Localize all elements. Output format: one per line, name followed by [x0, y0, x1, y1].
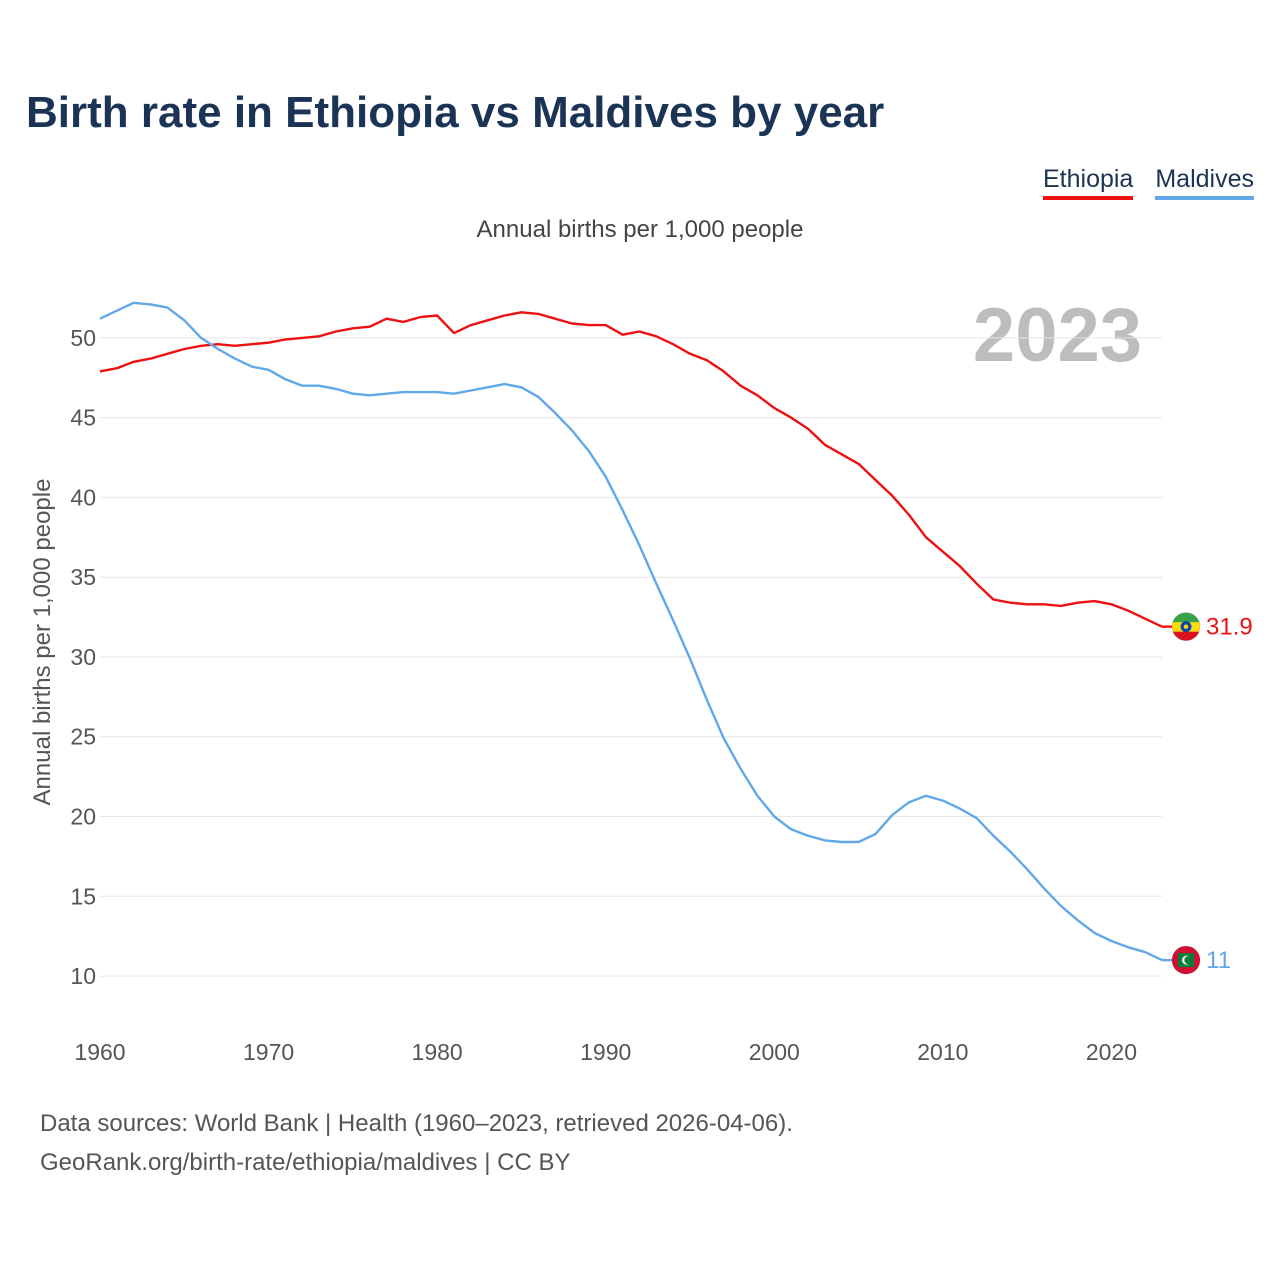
- x-tick-label: 1970: [243, 1039, 294, 1065]
- y-tick-label: 45: [70, 405, 96, 431]
- series-line-maldives[interactable]: [99, 301, 1163, 962]
- x-tick-label: 2000: [749, 1039, 800, 1065]
- chart-title: Birth rate in Ethiopia vs Maldives by ye…: [26, 88, 885, 137]
- x-tick-label: 1980: [412, 1039, 463, 1065]
- y-tick-label: 30: [70, 644, 96, 670]
- y-tick-label: 25: [70, 724, 96, 750]
- end-value-label-maldives: 11: [1206, 947, 1231, 974]
- series-line-ethiopia[interactable]: [99, 311, 1163, 628]
- y-axis-label: Annual births per 1,000 people: [29, 479, 56, 806]
- y-tick-label: 15: [70, 883, 96, 909]
- current-year-label: 2023: [972, 293, 1142, 378]
- legend-item-maldives[interactable]: Maldives: [1155, 164, 1254, 200]
- legend: Ethiopia Maldives: [1042, 164, 1254, 200]
- data-source-text: Data sources: World Bank | Health (1960–…: [40, 1110, 793, 1137]
- y-tick-label: 35: [70, 564, 96, 590]
- ethiopia-flag-icon: [1171, 612, 1201, 642]
- source-url-text[interactable]: GeoRank.org/birth-rate/ethiopia/maldives…: [40, 1149, 571, 1176]
- y-tick-label: 20: [70, 804, 96, 830]
- chart-subtitle: Annual births per 1,000 people: [476, 216, 804, 243]
- footer: Data sources: World Bank | Health (1960–…: [40, 1104, 793, 1182]
- y-tick-label: 50: [70, 325, 96, 351]
- legend-item-ethiopia[interactable]: Ethiopia: [1042, 164, 1134, 200]
- x-tick-label: 1960: [74, 1039, 125, 1065]
- y-tick-label: 40: [70, 484, 96, 510]
- x-tick-label: 2010: [917, 1039, 968, 1065]
- maldives-flag-icon: [1171, 945, 1201, 975]
- x-tick-label: 2020: [1086, 1039, 1137, 1065]
- end-value-label-ethiopia: 31.9: [1206, 614, 1253, 641]
- y-tick-label: 10: [70, 963, 96, 989]
- x-tick-label: 1990: [580, 1039, 631, 1065]
